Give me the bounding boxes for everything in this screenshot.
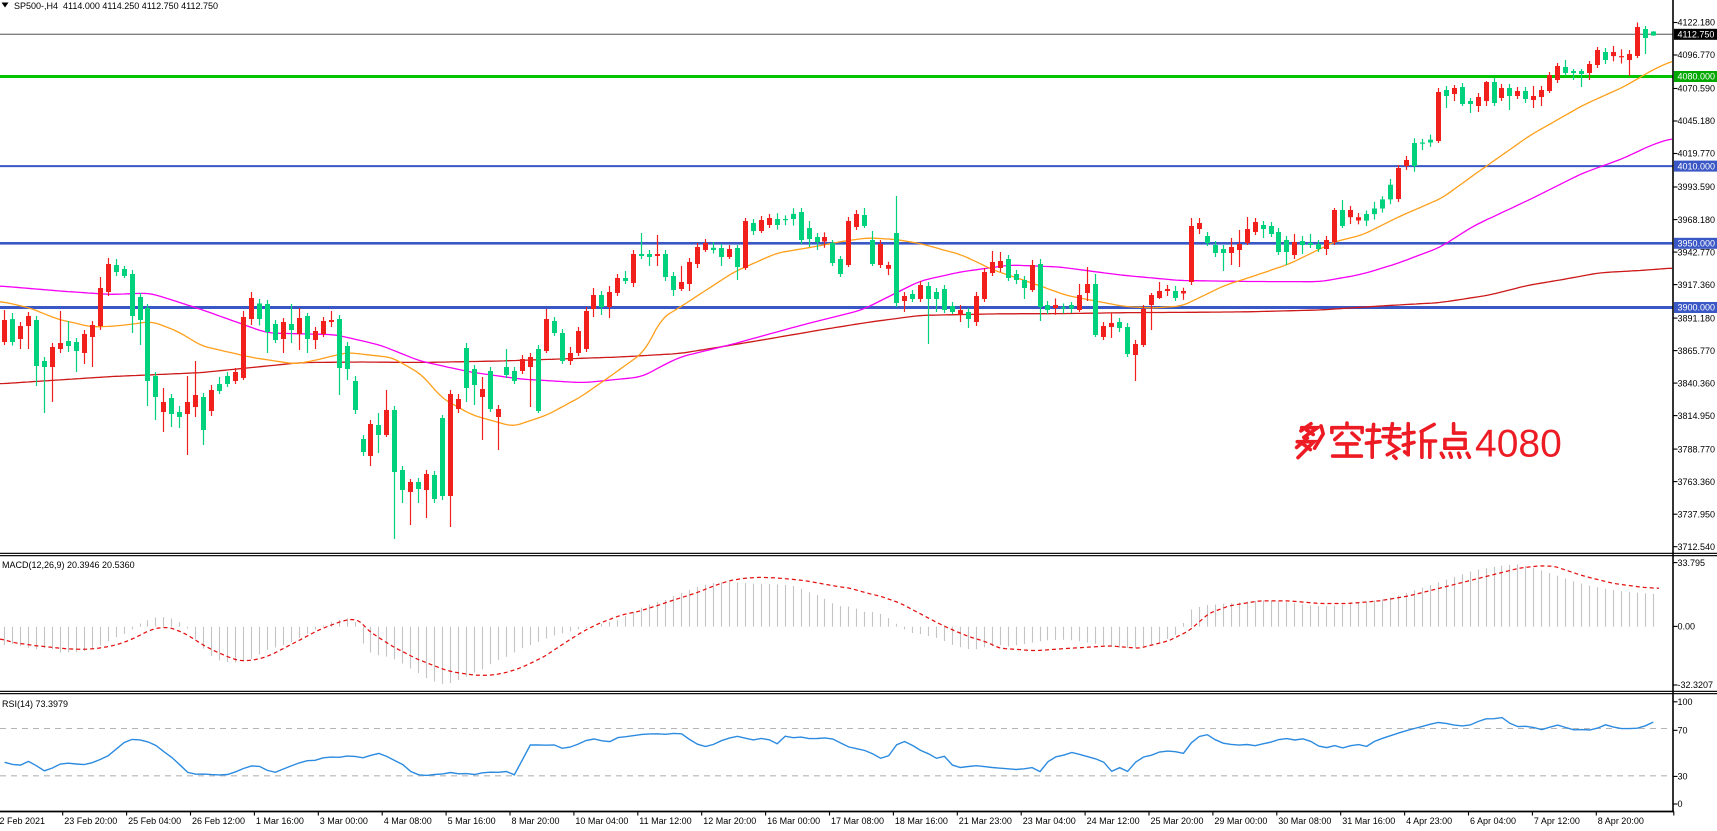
svg-text:3840.360: 3840.360	[1678, 378, 1716, 388]
svg-text:4080.000: 4080.000	[1678, 72, 1716, 82]
svg-text:3950.000: 3950.000	[1678, 239, 1716, 249]
svg-text:29 Mar 00:00: 29 Mar 00:00	[1214, 816, 1267, 826]
svg-text:4 Apr 23:00: 4 Apr 23:00	[1406, 816, 1452, 826]
svg-text:MACD(12,26,9) 20.3946 20.5360: MACD(12,26,9) 20.3946 20.5360	[2, 560, 135, 570]
svg-text:4112.750: 4112.750	[1678, 30, 1715, 40]
svg-text:23 Mar 04:00: 23 Mar 04:00	[1023, 816, 1076, 826]
svg-text:3917.360: 3917.360	[1678, 280, 1716, 290]
svg-text:22 Feb 2021: 22 Feb 2021	[0, 816, 45, 826]
svg-text:31 Mar 16:00: 31 Mar 16:00	[1342, 816, 1395, 826]
svg-text:5 Mar 16:00: 5 Mar 16:00	[448, 816, 496, 826]
svg-text:11 Mar 12:00: 11 Mar 12:00	[639, 816, 691, 826]
svg-text:4070.590: 4070.590	[1678, 84, 1716, 94]
svg-text:4045.180: 4045.180	[1678, 116, 1716, 126]
svg-text:1 Mar 16:00: 1 Mar 16:00	[256, 816, 304, 826]
svg-text:3814.950: 3814.950	[1678, 411, 1716, 421]
svg-text:10 Mar 04:00: 10 Mar 04:00	[575, 816, 628, 826]
svg-text:3763.360: 3763.360	[1678, 477, 1716, 487]
svg-text:4080: 4080	[1475, 423, 1562, 466]
svg-text:3712.540: 3712.540	[1678, 542, 1716, 552]
svg-text:17 Mar 08:00: 17 Mar 08:00	[831, 816, 884, 826]
svg-text:3968.180: 3968.180	[1678, 215, 1716, 225]
svg-text:3865.770: 3865.770	[1678, 346, 1716, 356]
svg-text:4096.770: 4096.770	[1678, 50, 1716, 60]
svg-text:3993.590: 3993.590	[1678, 182, 1716, 192]
svg-text:26 Feb 12:00: 26 Feb 12:00	[192, 816, 245, 826]
svg-text:8 Mar 20:00: 8 Mar 20:00	[512, 816, 560, 826]
svg-text:8 Apr 20:00: 8 Apr 20:00	[1598, 816, 1644, 826]
svg-text:100: 100	[1678, 697, 1693, 707]
svg-text:0.00: 0.00	[1678, 622, 1696, 632]
svg-text:6 Apr 04:00: 6 Apr 04:00	[1470, 816, 1516, 826]
svg-text:4 Mar 08:00: 4 Mar 08:00	[384, 816, 432, 826]
svg-text:30 Mar 08:00: 30 Mar 08:00	[1278, 816, 1331, 826]
svg-text:25 Feb 04:00: 25 Feb 04:00	[128, 816, 181, 826]
svg-text:4019.770: 4019.770	[1678, 149, 1716, 159]
svg-text:24 Mar 12:00: 24 Mar 12:00	[1087, 816, 1140, 826]
svg-text:12 Mar 20:00: 12 Mar 20:00	[703, 816, 756, 826]
svg-text:23 Feb 20:00: 23 Feb 20:00	[64, 816, 117, 826]
svg-text:18 Mar 16:00: 18 Mar 16:00	[895, 816, 948, 826]
svg-text:3788.770: 3788.770	[1678, 444, 1716, 454]
svg-text:0: 0	[1678, 799, 1683, 809]
svg-text:3737.950: 3737.950	[1678, 509, 1716, 519]
svg-text:4010.000: 4010.000	[1678, 161, 1716, 171]
svg-text:RSI(14) 73.3979: RSI(14) 73.3979	[2, 699, 68, 709]
svg-text:3891.180: 3891.180	[1678, 313, 1716, 323]
svg-text:21 Mar 23:00: 21 Mar 23:00	[959, 816, 1012, 826]
svg-text:4122.180: 4122.180	[1678, 18, 1716, 28]
svg-text:3900.000: 3900.000	[1678, 303, 1716, 313]
svg-text:3 Mar 00:00: 3 Mar 00:00	[320, 816, 368, 826]
svg-text:70: 70	[1678, 726, 1688, 736]
svg-text:33.795: 33.795	[1678, 558, 1706, 568]
svg-text:16 Mar 00:00: 16 Mar 00:00	[767, 816, 820, 826]
svg-text:SP500-,H4 4114.000 4114.250 4: SP500-,H4 4114.000 4114.250 4112.750 411…	[14, 1, 218, 11]
svg-text:-32.3207: -32.3207	[1678, 680, 1714, 690]
svg-text:7 Apr 12:00: 7 Apr 12:00	[1534, 816, 1580, 826]
svg-text:25 Mar 20:00: 25 Mar 20:00	[1151, 816, 1204, 826]
svg-text:30: 30	[1678, 772, 1688, 782]
svg-text:3942.770: 3942.770	[1678, 247, 1716, 257]
